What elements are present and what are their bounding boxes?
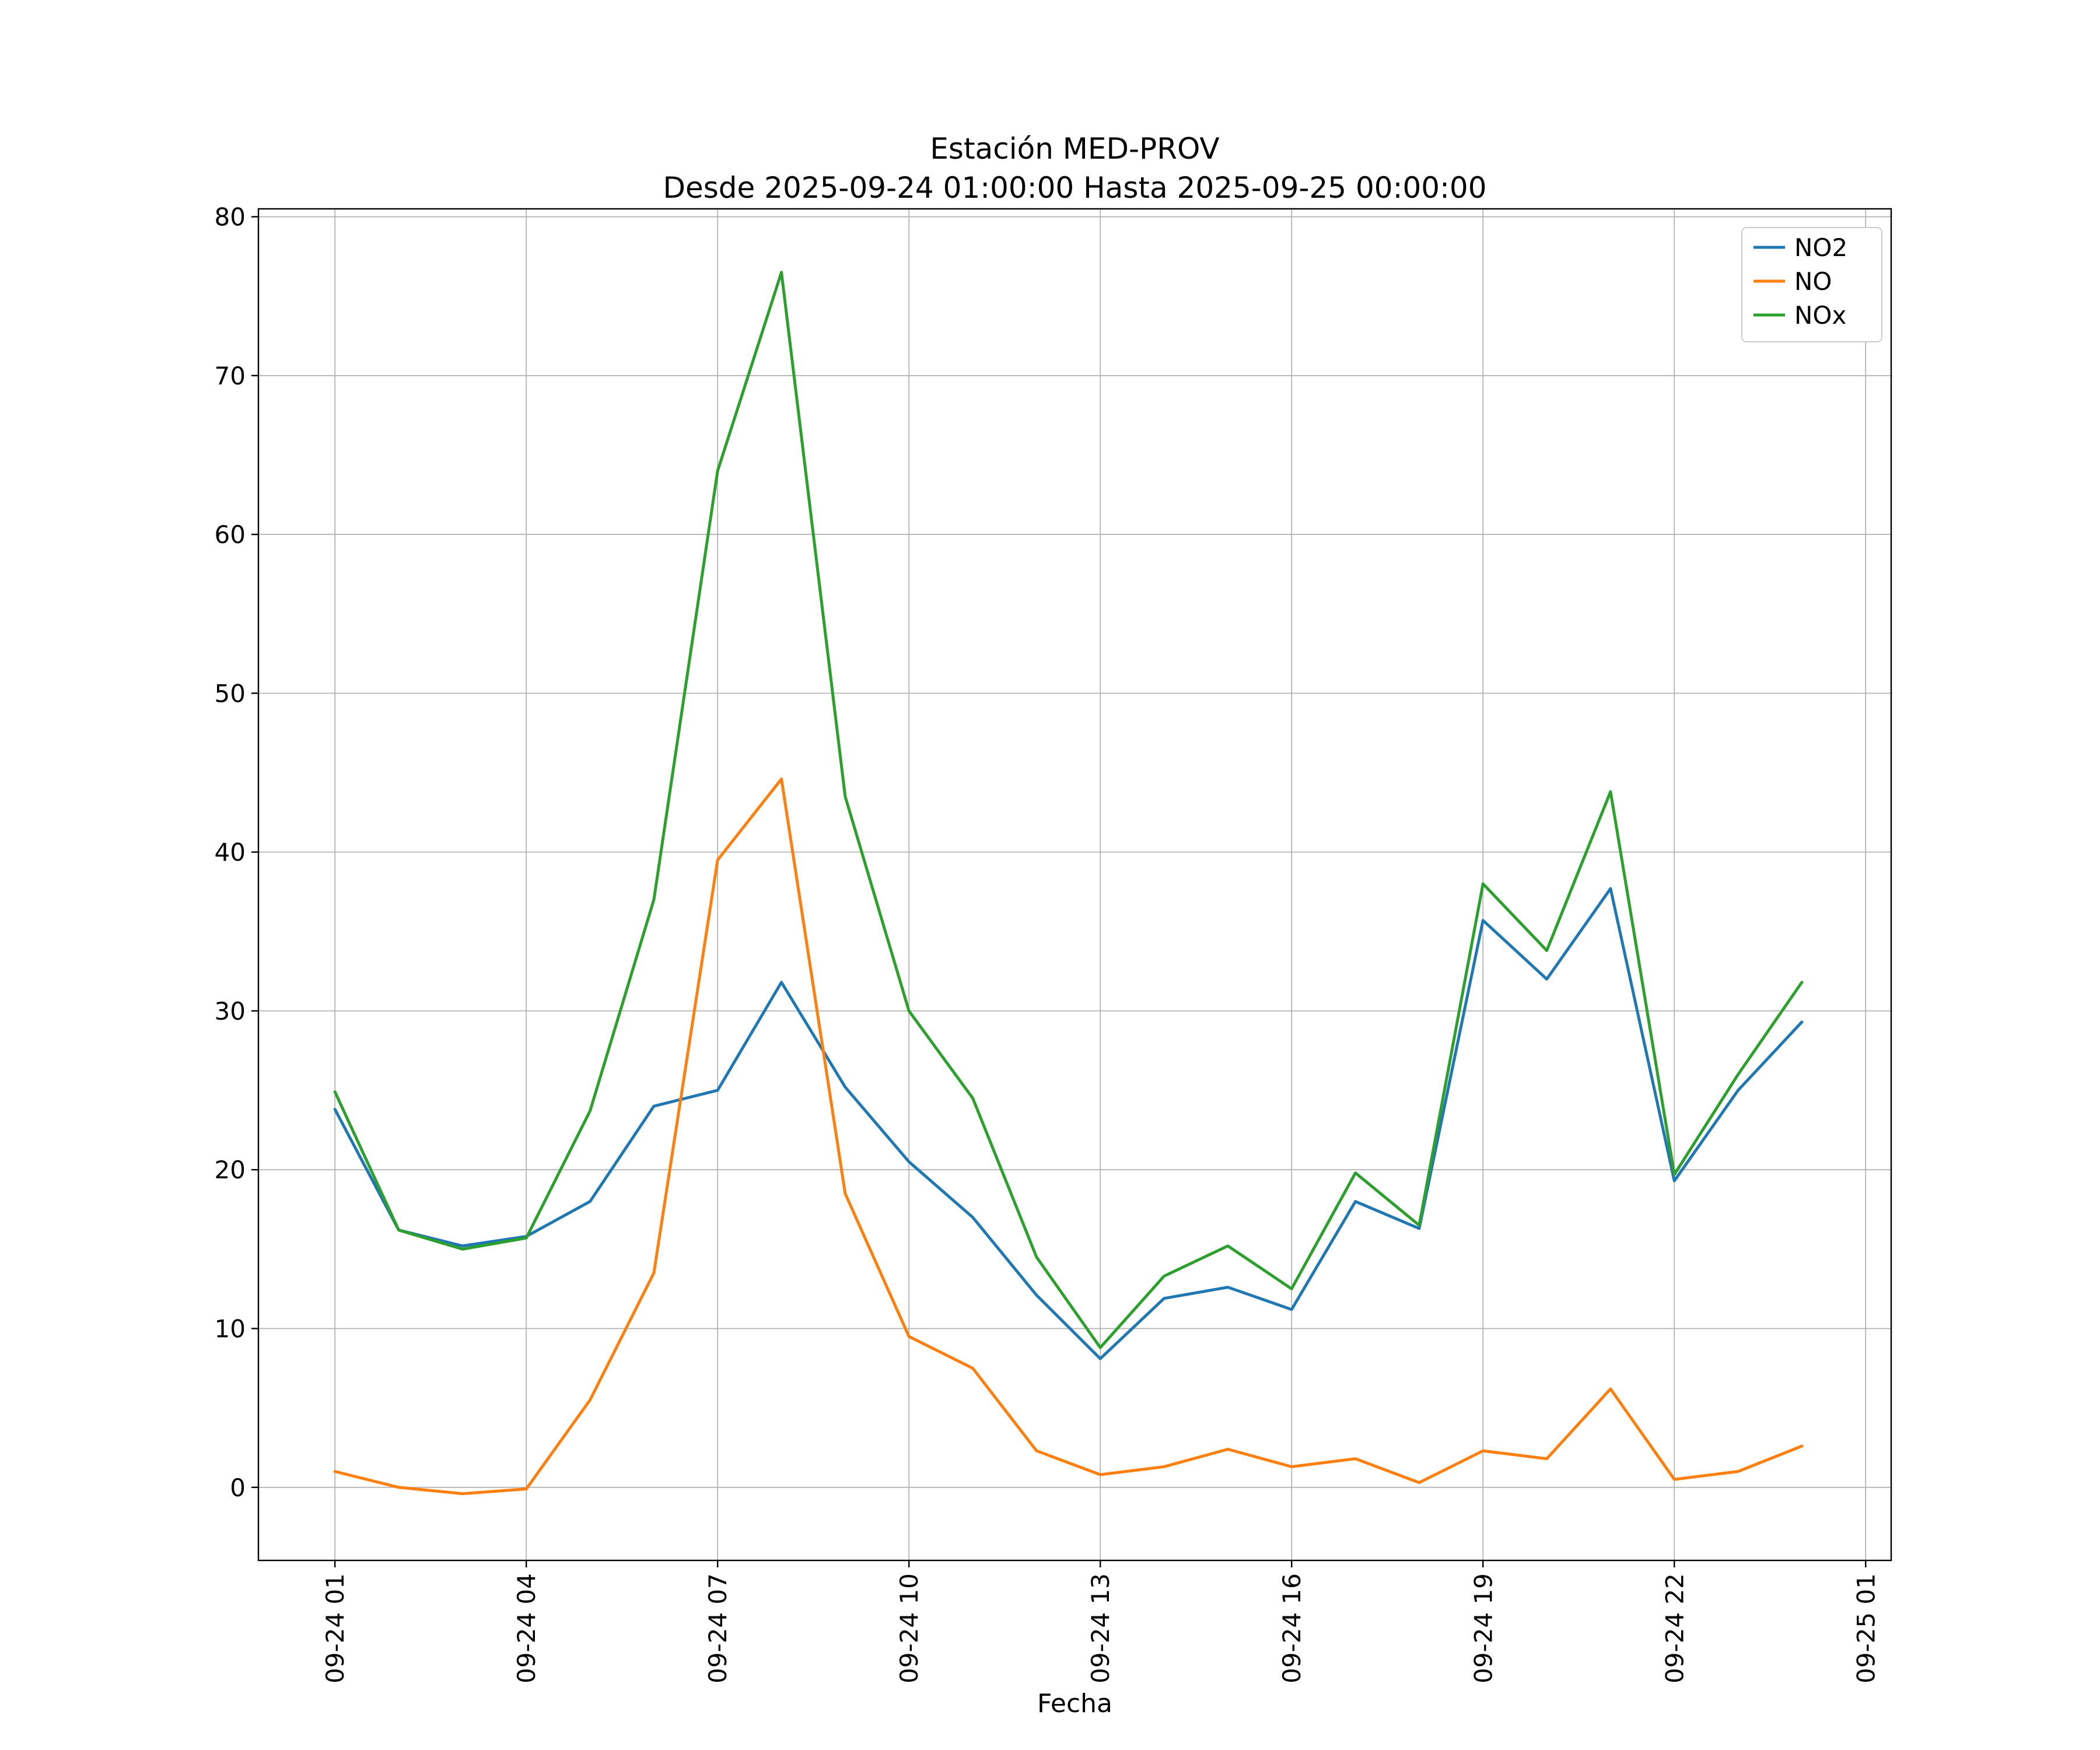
chart-title-line1: Estación MED-PROV: [930, 132, 1220, 166]
y-tick-label: 40: [215, 838, 246, 867]
legend-label: NOx: [1794, 301, 1846, 330]
x-tick-label: 09-24 19: [1469, 1573, 1497, 1684]
y-tick-label: 30: [215, 997, 246, 1026]
x-tick-label: 09-24 01: [321, 1573, 349, 1684]
series-line-nox: [333, 271, 1804, 1349]
x-tick-label: 09-24 22: [1660, 1573, 1689, 1684]
chart-title-line2: Desde 2025-09-24 01:00:00 Hasta 2025-09-…: [663, 170, 1487, 205]
y-tick-label: 20: [215, 1156, 246, 1184]
x-tick-label: 09-24 13: [1086, 1573, 1115, 1684]
legend-label: NO2: [1794, 233, 1847, 262]
y-tick-label: 80: [215, 203, 246, 232]
y-tick-label: 0: [230, 1474, 246, 1502]
axis-ticks: [251, 216, 1867, 1567]
legend-entry-no2: NO2: [1754, 233, 1847, 262]
series-line-no: [333, 777, 1804, 1496]
x-tick-label: 09-24 07: [704, 1573, 732, 1684]
y-tick-label: 50: [215, 679, 246, 708]
legend-label: NO: [1794, 267, 1832, 296]
y-tick-labels: 0 10 20 30 40 50 60 70 80: [215, 203, 246, 1502]
x-tick-label: 09-24 04: [512, 1573, 541, 1684]
x-tick-label: 09-25 01: [1852, 1573, 1880, 1684]
x-tick-labels: 09-24 01 09-24 04 09-24 07 09-24 10 09-24 13…: [321, 1573, 1880, 1684]
legend-entry-no: NO: [1754, 267, 1832, 296]
y-tick-label: 10: [215, 1314, 246, 1343]
legend-box: [1741, 227, 1882, 342]
chart-title: Estación MED-PROV Desde 2025-09-24 01:00…: [258, 130, 1891, 207]
y-tick-label: 60: [215, 520, 246, 549]
plot-border: [257, 208, 1892, 1562]
data-series: [333, 271, 1804, 1496]
legend-entry-nox: NOx: [1754, 301, 1846, 330]
x-tick-label: 09-24 10: [895, 1573, 923, 1684]
x-tick-label: 09-24 16: [1278, 1573, 1306, 1684]
series-line-no2: [333, 887, 1804, 1360]
x-axis-title: Fecha: [1037, 1689, 1112, 1718]
y-tick-label: 70: [215, 362, 246, 390]
grid-lines: [258, 209, 1891, 1560]
legend: NO2 NO NOx: [1741, 227, 1882, 342]
